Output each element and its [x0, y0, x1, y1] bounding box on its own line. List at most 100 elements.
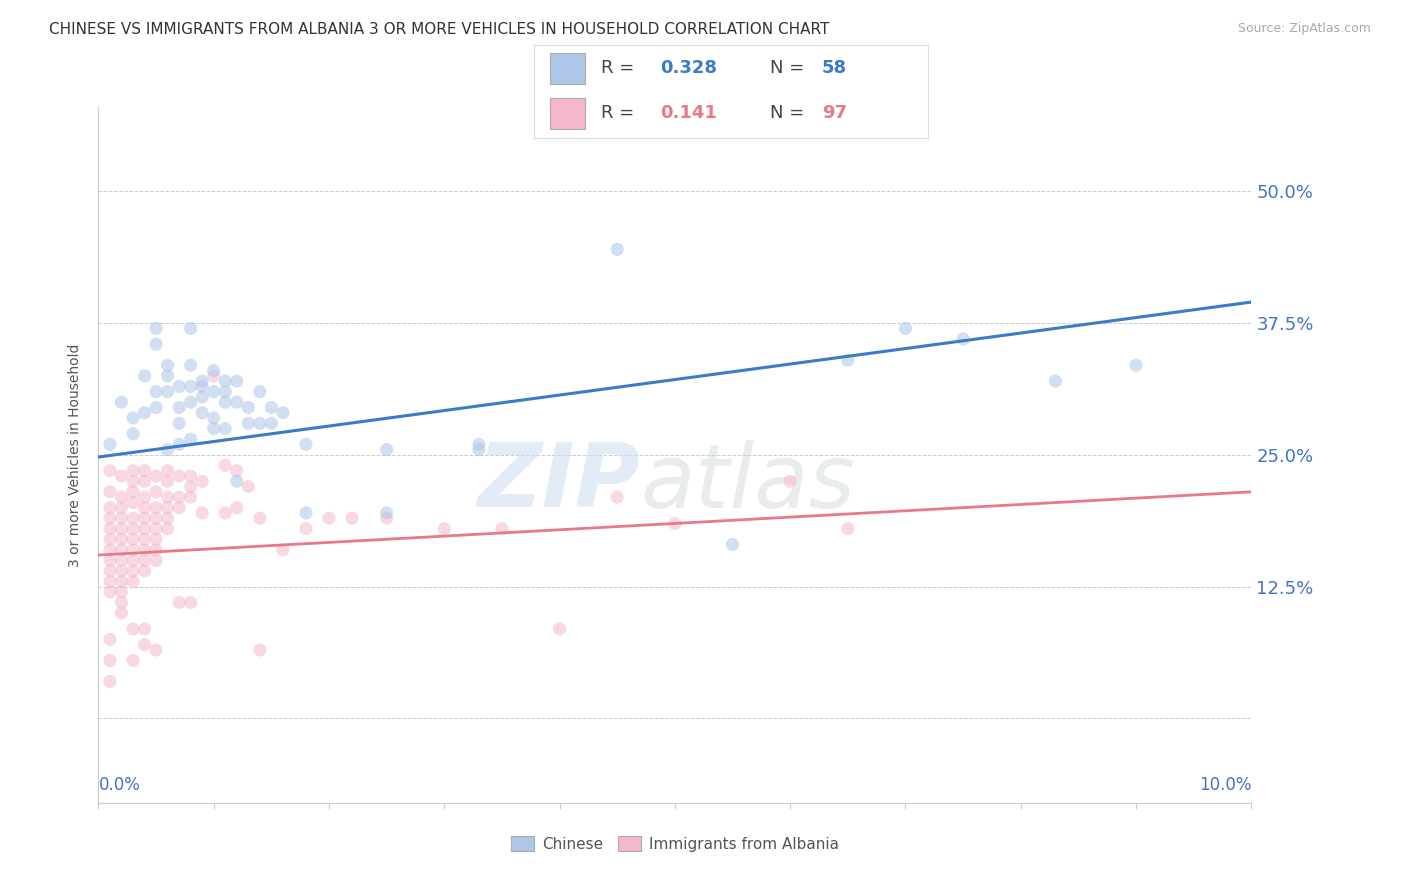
Point: [110, 522, 132, 536]
Point: [167, 437, 190, 451]
Point: [122, 653, 145, 667]
Point: [664, 516, 686, 531]
Point: [180, 469, 202, 483]
Point: [249, 417, 271, 431]
Point: [202, 384, 225, 399]
Point: [134, 533, 156, 547]
Point: [180, 479, 202, 493]
Point: [98, 522, 121, 536]
Point: [134, 464, 156, 478]
Text: ZIP: ZIP: [478, 439, 640, 526]
Point: [98, 553, 121, 567]
Point: [134, 553, 156, 567]
Point: [1045, 374, 1067, 388]
Point: [214, 421, 236, 435]
Point: [167, 401, 190, 415]
Point: [110, 533, 132, 547]
Text: R =: R =: [602, 60, 640, 78]
Point: [295, 437, 318, 451]
Point: [606, 243, 628, 257]
Point: [180, 395, 202, 409]
Point: [122, 426, 145, 441]
Point: [721, 537, 744, 551]
Point: [214, 395, 236, 409]
Point: [98, 585, 121, 599]
Bar: [550, 98, 585, 129]
Legend: Chinese, Immigrants from Albania: Chinese, Immigrants from Albania: [505, 830, 845, 858]
Point: [134, 522, 156, 536]
Point: [1125, 359, 1147, 373]
Point: [122, 411, 145, 425]
Point: [134, 511, 156, 525]
Point: [134, 542, 156, 557]
Point: [122, 533, 145, 547]
Point: [122, 553, 145, 567]
Point: [202, 421, 225, 435]
Point: [122, 475, 145, 489]
Point: [98, 484, 121, 499]
Point: [145, 643, 167, 657]
Point: [167, 490, 190, 504]
Point: [180, 321, 202, 335]
Point: [134, 406, 156, 420]
Point: [260, 417, 283, 431]
Point: [145, 337, 167, 351]
Point: [295, 506, 318, 520]
Point: [238, 417, 260, 431]
Point: [468, 442, 491, 457]
Point: [122, 484, 145, 499]
Point: [214, 384, 236, 399]
Point: [98, 653, 121, 667]
Text: 0.141: 0.141: [661, 104, 717, 122]
Point: [191, 379, 214, 393]
Point: [249, 643, 271, 657]
Point: [98, 464, 121, 478]
Point: [375, 442, 398, 457]
Point: [225, 475, 247, 489]
Point: [145, 533, 167, 547]
Point: [145, 321, 167, 335]
Point: [110, 564, 132, 578]
Bar: [550, 53, 585, 84]
Point: [225, 464, 247, 478]
Point: [180, 432, 202, 446]
Point: [145, 401, 167, 415]
Point: [214, 458, 236, 473]
Point: [214, 374, 236, 388]
Point: [156, 384, 179, 399]
Point: [156, 511, 179, 525]
Point: [225, 374, 247, 388]
Point: [145, 553, 167, 567]
Point: [98, 564, 121, 578]
Point: [548, 622, 571, 636]
Point: [156, 464, 179, 478]
Point: [122, 511, 145, 525]
Point: [491, 522, 513, 536]
Point: [375, 511, 398, 525]
Point: [295, 522, 318, 536]
Point: [110, 574, 132, 589]
Point: [122, 522, 145, 536]
Point: [238, 401, 260, 415]
Point: [191, 374, 214, 388]
Point: [98, 437, 121, 451]
Point: [98, 533, 121, 547]
Point: [202, 363, 225, 377]
Point: [318, 511, 340, 525]
Point: [110, 585, 132, 599]
Point: [167, 379, 190, 393]
Point: [122, 464, 145, 478]
Point: [98, 632, 121, 647]
Point: [167, 595, 190, 609]
Point: [110, 553, 132, 567]
Point: [167, 417, 190, 431]
Point: [468, 437, 491, 451]
Point: [134, 475, 156, 489]
Point: [191, 390, 214, 404]
Point: [837, 353, 859, 368]
Point: [110, 500, 132, 515]
Point: [110, 542, 132, 557]
Point: [98, 511, 121, 525]
Text: R =: R =: [602, 104, 645, 122]
Point: [606, 490, 628, 504]
